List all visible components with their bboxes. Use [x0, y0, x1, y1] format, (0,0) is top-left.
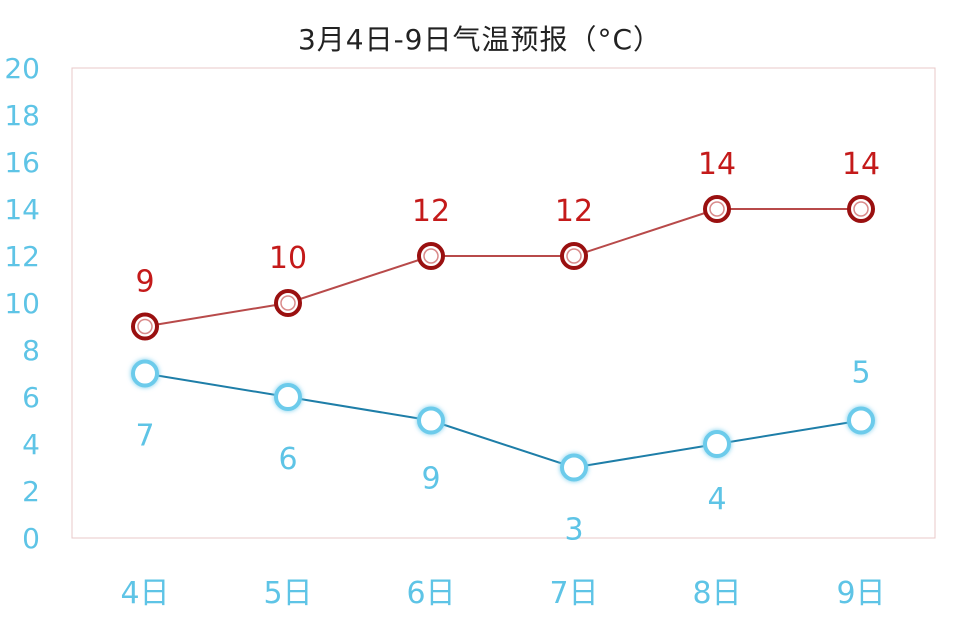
low-temp-label: 5 — [851, 356, 870, 391]
x-tick-label: 7日 — [549, 576, 598, 611]
y-tick-label: 18 — [4, 99, 40, 132]
high-temp-label: 14 — [698, 147, 736, 182]
low-temp-label: 6 — [278, 442, 297, 477]
x-tick-label: 9日 — [836, 576, 885, 611]
high-temp-point-inner — [137, 318, 153, 335]
x-tick-label: 4日 — [120, 576, 169, 611]
low-temp-point — [847, 406, 875, 435]
y-tick-label: 20 — [4, 52, 40, 85]
low-temp-point — [417, 406, 445, 435]
high-temp-point-inner — [853, 201, 869, 217]
y-tick-label: 6 — [22, 381, 40, 414]
low-temp-point — [131, 359, 159, 388]
plot-frame — [71, 67, 936, 539]
high-temp-label: 14 — [842, 147, 880, 182]
y-tick-label: 4 — [22, 428, 40, 461]
high-temp-point-inner — [280, 295, 296, 311]
y-tick-label: 16 — [4, 146, 40, 179]
low-temp-label: 9 — [421, 462, 440, 497]
low-temp-label: 7 — [135, 419, 154, 454]
low-temp-point — [274, 383, 302, 411]
low-temp-label: 4 — [707, 482, 726, 517]
low-temp-line — [144, 372, 862, 469]
y-tick-label: 10 — [4, 287, 40, 320]
y-tick-label: 2 — [22, 475, 40, 508]
high-temp-label: 9 — [135, 265, 154, 300]
high-temp-point-inner — [566, 248, 582, 264]
y-tick-label: 0 — [22, 522, 40, 555]
x-tick-label: 6日 — [406, 576, 455, 611]
y-tick-label: 14 — [4, 193, 40, 226]
chart-title: 3月4日-9日气温预报（°C） — [297, 23, 663, 56]
y-tick-label: 8 — [22, 334, 40, 367]
x-tick-label: 8日 — [692, 576, 741, 611]
x-tick-label: 5日 — [263, 576, 312, 611]
y-tick-label: 12 — [4, 240, 40, 273]
high-temp-label: 12 — [555, 194, 593, 229]
low-temp-point — [703, 430, 731, 458]
high-temp-label: 12 — [412, 194, 450, 229]
low-temp-point — [560, 453, 588, 482]
high-temp-label: 10 — [269, 241, 307, 276]
high-temp-line — [144, 208, 861, 328]
high-temp-point-inner — [709, 201, 725, 217]
high-temp-point-inner — [423, 248, 439, 264]
low-temp-label: 3 — [564, 513, 583, 548]
